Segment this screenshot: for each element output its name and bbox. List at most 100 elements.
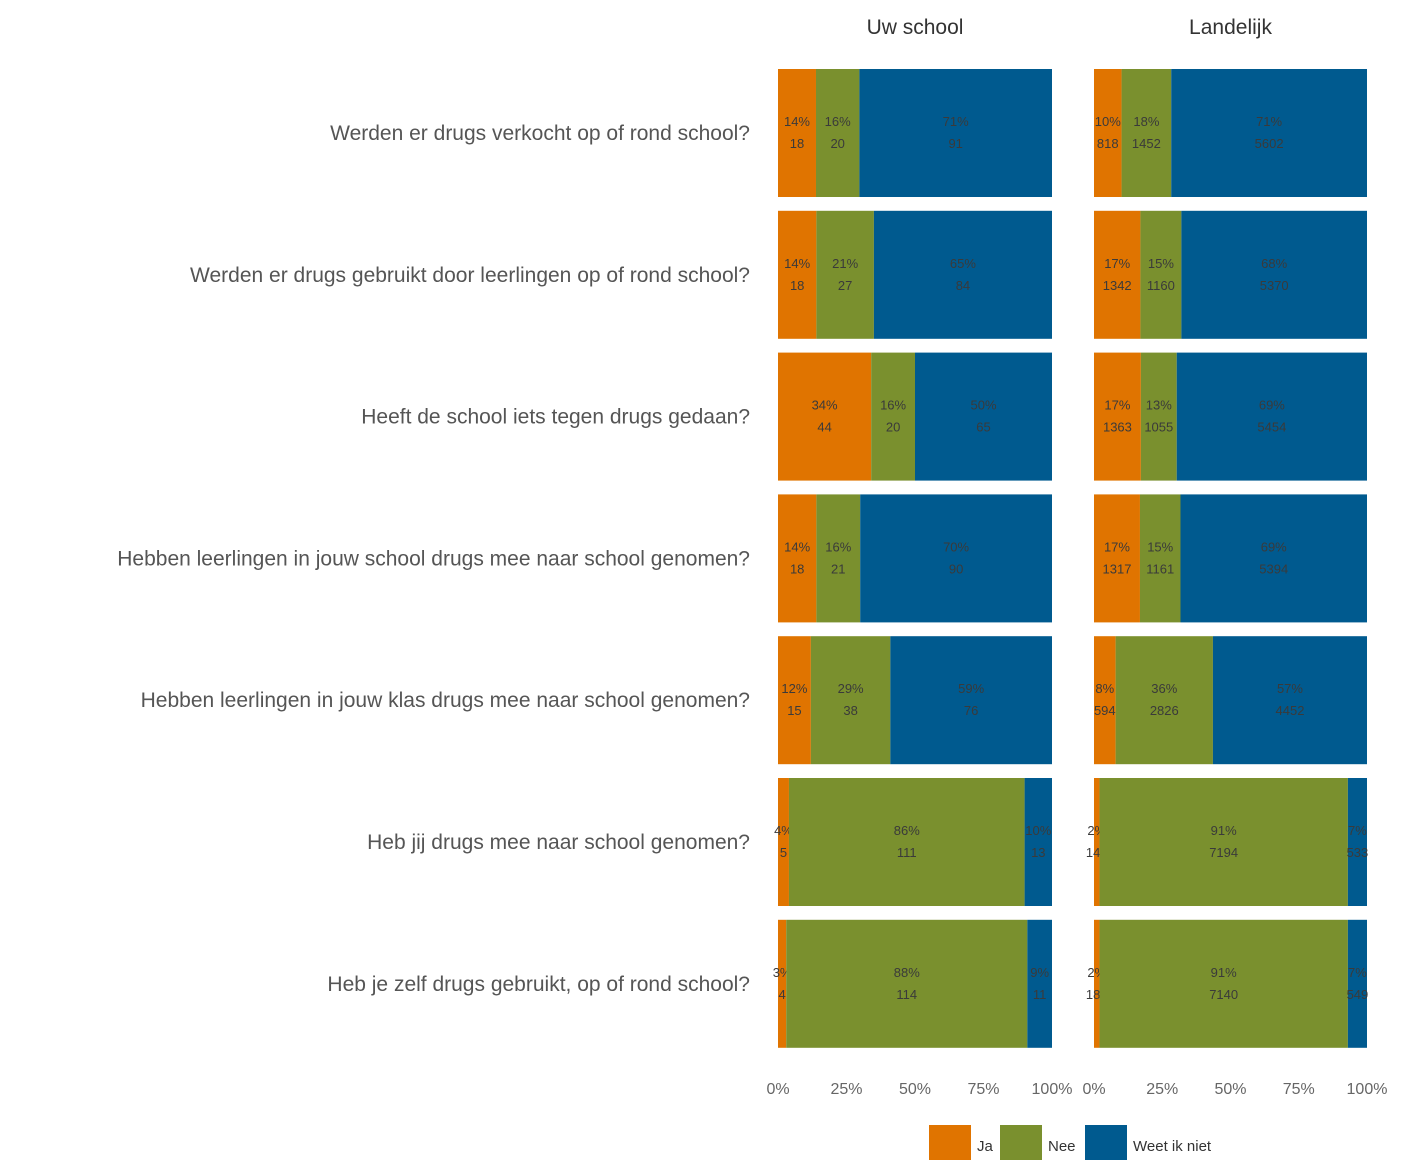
segment-percent-label: 34%: [812, 398, 838, 413]
bar-segment-ja: [778, 69, 816, 197]
x-tick-label: 75%: [967, 1081, 999, 1098]
bar-segment-weet-ik-niet: [1171, 69, 1367, 197]
segment-percent-label: 14%: [784, 256, 810, 271]
segment-percent-label: 36%: [1151, 681, 1177, 696]
bar-segment-nee: [1115, 636, 1213, 765]
bar-segment-ja: [778, 778, 789, 906]
x-tick-label: 50%: [899, 1081, 931, 1098]
segment-percent-label: 10%: [1095, 114, 1121, 129]
segment-count-label: 13: [1031, 845, 1045, 860]
bar-segment-nee: [816, 210, 874, 339]
bar-segment-nee: [1140, 352, 1177, 481]
segment-percent-label: 18%: [1133, 114, 1159, 129]
legend: Ja Nee Weet ik niet: [929, 1125, 1212, 1160]
x-tick-label: 75%: [1283, 1081, 1315, 1098]
question-label: Werden er drugs gebruikt door leerlingen…: [190, 264, 750, 287]
segment-percent-label: 91%: [1211, 965, 1237, 980]
segment-count-label: 1342: [1103, 278, 1132, 293]
segment-count-label: 91: [948, 136, 962, 151]
bar-segment-nee: [1099, 778, 1348, 906]
question-label: Heb je zelf drugs gebruikt, op of rond s…: [327, 973, 750, 996]
bar-segment-weet-ik-niet: [859, 69, 1052, 197]
question-label: Heb jij drugs mee naar school genomen?: [367, 831, 750, 854]
segment-count-label: 65: [976, 420, 990, 435]
bar-segment-weet-ik-niet: [1176, 352, 1367, 481]
segment-percent-label: 8%: [1095, 681, 1114, 696]
segment-percent-label: 69%: [1261, 539, 1287, 554]
segment-count-label: 1160: [1147, 278, 1175, 293]
x-tick-label: 0%: [766, 1081, 789, 1098]
segment-percent-label: 57%: [1277, 681, 1303, 696]
panel-titles: Uw school Landelijk: [867, 16, 1273, 39]
segment-percent-label: 14%: [784, 539, 810, 554]
segment-percent-label: 15%: [1148, 256, 1174, 271]
segment-count-label: 5454: [1257, 420, 1286, 435]
x-axis-ticks: 0% 25% 50% 75% 100% 0% 25% 50% 75% 100%: [766, 1081, 1387, 1098]
bar-segment-weet-ik-niet: [1181, 210, 1367, 339]
segment-percent-label: 70%: [943, 539, 969, 554]
segment-count-label: 20: [830, 136, 844, 151]
segment-percent-label: 10%: [1025, 823, 1051, 838]
bar-segment-weet-ik-niet: [890, 636, 1052, 765]
segment-percent-label: 13%: [1146, 398, 1172, 413]
bar-segment-nee: [1140, 210, 1182, 339]
segment-count-label: 27: [838, 278, 852, 293]
panel-title-uw_school: Uw school: [867, 16, 964, 39]
segment-percent-label: 59%: [958, 681, 984, 696]
bar-segment-ja: [1094, 919, 1100, 1048]
segment-percent-label: 16%: [825, 539, 851, 554]
bar-segment-ja: [778, 919, 787, 1048]
segment-percent-label: 9%: [1030, 965, 1049, 980]
bar-segment-nee: [786, 919, 1028, 1048]
segment-count-label: 18: [790, 278, 804, 293]
segment-count-label: 15: [787, 703, 801, 718]
question-label: Hebben leerlingen in jouw school drugs m…: [117, 547, 750, 570]
segment-count-label: 1363: [1103, 420, 1132, 435]
segment-count-label: 818: [1097, 136, 1119, 151]
segment-percent-label: 71%: [943, 114, 969, 129]
bar-segment-nee: [810, 636, 891, 765]
segment-percent-label: 16%: [825, 114, 851, 129]
bar-segment-ja: [778, 494, 817, 623]
bar-segment-nee: [815, 69, 860, 197]
bar-segment-ja: [1094, 69, 1122, 197]
question-label: Werden er drugs verkocht op of rond scho…: [330, 122, 750, 145]
segment-count-label: 4452: [1276, 703, 1305, 718]
bar-segment-weet-ik-niet: [1027, 919, 1052, 1048]
panel-title-landelijk: Landelijk: [1189, 16, 1272, 39]
legend-label: Nee: [1048, 1138, 1076, 1155]
question-labels: Werden er drugs verkocht op of rond scho…: [117, 122, 750, 996]
bar-segment-weet-ik-niet: [860, 494, 1052, 623]
segment-count-label: 111: [897, 845, 917, 860]
segment-count-label: 7194: [1209, 845, 1238, 860]
bar-segment-ja: [778, 210, 817, 339]
x-tick-label: 100%: [1032, 1081, 1073, 1098]
segment-percent-label: 86%: [894, 823, 920, 838]
segment-count-label: 549: [1347, 987, 1369, 1002]
bar-segment-nee: [1121, 69, 1172, 197]
segment-count-label: 1055: [1144, 420, 1173, 435]
segment-count-label: 18: [790, 136, 804, 151]
segment-percent-label: 17%: [1104, 398, 1130, 413]
segment-percent-label: 69%: [1259, 398, 1285, 413]
segment-percent-label: 88%: [894, 965, 920, 980]
segment-percent-label: 4%: [774, 823, 793, 838]
segment-count-label: 594: [1094, 703, 1116, 718]
segment-percent-label: 50%: [970, 398, 996, 413]
legend-swatch-ja: [929, 1125, 971, 1160]
bar-segment-weet-ik-niet: [1180, 494, 1367, 623]
bar-segment-weet-ik-niet: [1347, 778, 1367, 906]
bar-segment-ja: [1094, 636, 1116, 765]
legend-swatch-nee: [1000, 1125, 1042, 1160]
segment-count-label: 5602: [1255, 136, 1284, 151]
segment-percent-label: 7%: [1348, 823, 1367, 838]
bar-segment-nee: [871, 352, 915, 481]
bar-segment-weet-ik-niet: [1212, 636, 1367, 765]
segment-count-label: 38: [843, 703, 857, 718]
segment-percent-label: 21%: [832, 256, 858, 271]
segment-percent-label: 17%: [1104, 539, 1130, 554]
bar-segment-ja: [778, 636, 811, 765]
segment-percent-label: 12%: [781, 681, 807, 696]
segment-count-label: 1317: [1103, 561, 1132, 576]
segment-percent-label: 17%: [1104, 256, 1130, 271]
